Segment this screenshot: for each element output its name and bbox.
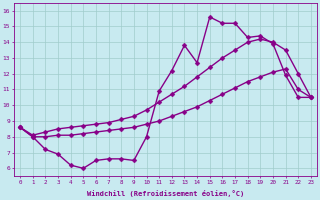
X-axis label: Windchill (Refroidissement éolien,°C): Windchill (Refroidissement éolien,°C) xyxy=(87,190,244,197)
